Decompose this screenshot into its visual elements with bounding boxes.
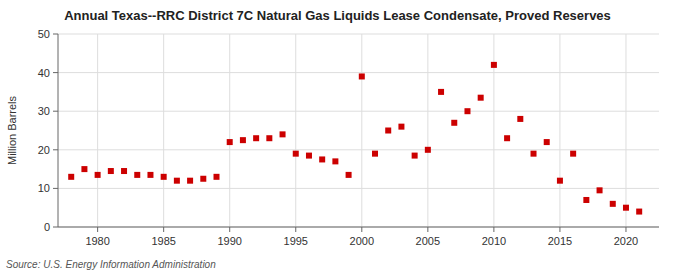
x-tick-label: 1980 (85, 235, 109, 247)
x-tick (493, 227, 494, 232)
y-tick (53, 72, 58, 73)
x-grid-line (295, 34, 296, 227)
x-tick-label: 2020 (614, 235, 638, 247)
y-tick-label: 40 (38, 67, 50, 79)
x-tick (559, 227, 560, 232)
y-tick-label: 20 (38, 144, 50, 156)
point (583, 197, 589, 203)
point (200, 176, 206, 182)
points (68, 62, 642, 215)
point (134, 172, 140, 178)
x-tick-label: 2015 (548, 235, 572, 247)
x-tick (97, 227, 98, 232)
point (147, 172, 153, 178)
point (372, 151, 378, 157)
point (570, 151, 576, 157)
y-tick-label: 50 (38, 28, 50, 40)
y-tick (53, 227, 58, 228)
x-tick-label: 1985 (151, 235, 175, 247)
point (610, 201, 616, 207)
point (81, 166, 87, 172)
point (108, 168, 114, 174)
y-tick (53, 111, 58, 112)
point (95, 172, 101, 178)
x-tick (427, 227, 428, 232)
y-tick-label: 30 (38, 105, 50, 117)
point (636, 209, 642, 215)
x-axis-line (58, 227, 659, 228)
point (517, 116, 523, 122)
point (412, 153, 418, 159)
x-tick-label: 2010 (482, 235, 506, 247)
point (425, 147, 431, 153)
point (504, 135, 510, 141)
point (68, 174, 74, 180)
y-grid-line (58, 111, 659, 112)
point (187, 178, 193, 184)
point (214, 174, 220, 180)
y-tick (53, 149, 58, 150)
x-tick-label: 1990 (217, 235, 241, 247)
point (385, 128, 391, 134)
point (623, 205, 629, 211)
point (161, 174, 167, 180)
y-grid-line (58, 72, 659, 73)
point (346, 172, 352, 178)
y-grid-line (58, 227, 659, 228)
x-grid-line (97, 34, 98, 227)
point (478, 95, 484, 101)
x-grid-line (229, 34, 230, 227)
point (280, 131, 286, 137)
axes: 0 10 20 30 40 50 1980 1985 1990 1995 2000 2005 2010 2… (38, 28, 659, 247)
chart-svg: 0 10 20 30 40 50 1980 1985 1990 1995 2000 2005 2010 2… (0, 0, 675, 275)
point (597, 187, 603, 193)
y-grid-line (58, 34, 659, 35)
x-grid-line (427, 34, 428, 227)
source-note: Source: U.S. Energy Information Administ… (6, 259, 216, 270)
x-grid-line (559, 34, 560, 227)
point (240, 137, 246, 143)
x-tick (625, 227, 626, 232)
point (491, 62, 497, 68)
point (319, 156, 325, 162)
y-tick-label: 10 (38, 182, 50, 194)
point (557, 178, 563, 184)
chart-container: 0 10 20 30 40 50 1980 1985 1990 1995 2000 2005 2010 2… (0, 0, 675, 275)
y-grid-line (58, 188, 659, 189)
x-grid-line (361, 34, 362, 227)
point (227, 139, 233, 145)
x-tick (295, 227, 296, 232)
x-tick-label: 1995 (284, 235, 308, 247)
x-grid-line (625, 34, 626, 227)
x-tick (163, 227, 164, 232)
point (174, 178, 180, 184)
grid (58, 34, 659, 227)
point (464, 108, 470, 114)
point (451, 120, 457, 126)
point (253, 135, 259, 141)
title: Annual Texas--RRC District 7C Natural Ga… (64, 8, 611, 23)
point (398, 124, 404, 130)
point (121, 168, 127, 174)
y-tick (53, 188, 58, 189)
y-grid-line (58, 149, 659, 150)
point (544, 139, 550, 145)
y-axis-label: Million Barrels (6, 95, 18, 165)
point (332, 158, 338, 164)
point (438, 89, 444, 95)
x-tick-label: 2000 (350, 235, 374, 247)
point (531, 151, 537, 157)
x-grid-line (163, 34, 164, 227)
x-tick (361, 227, 362, 232)
y-axis-line (58, 34, 59, 227)
point (266, 135, 272, 141)
x-tick (229, 227, 230, 232)
y-tick (53, 34, 58, 35)
y-tick-label: 0 (44, 221, 50, 233)
point (293, 151, 299, 157)
point (306, 153, 312, 159)
point (359, 73, 365, 79)
x-tick-label: 2005 (416, 235, 440, 247)
